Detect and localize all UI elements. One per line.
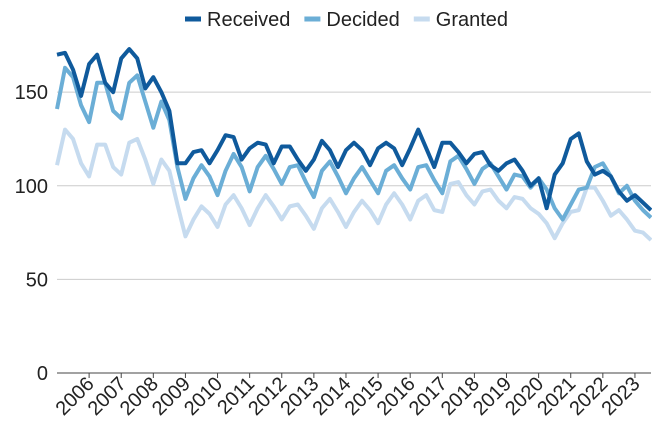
- line: [56, 47, 652, 212]
- y-tick-label: 0: [37, 363, 48, 385]
- legend-label: Received: [207, 9, 290, 31]
- line: [55, 65, 652, 222]
- y-tick-label: 150: [15, 82, 48, 104]
- legend-label: Granted: [436, 9, 508, 31]
- line: [55, 127, 652, 242]
- y-tick-label: 100: [15, 176, 48, 198]
- y-tick-label: 50: [26, 269, 48, 291]
- legend-label: Decided: [326, 9, 399, 31]
- x-tick-label: 2023: [597, 373, 644, 420]
